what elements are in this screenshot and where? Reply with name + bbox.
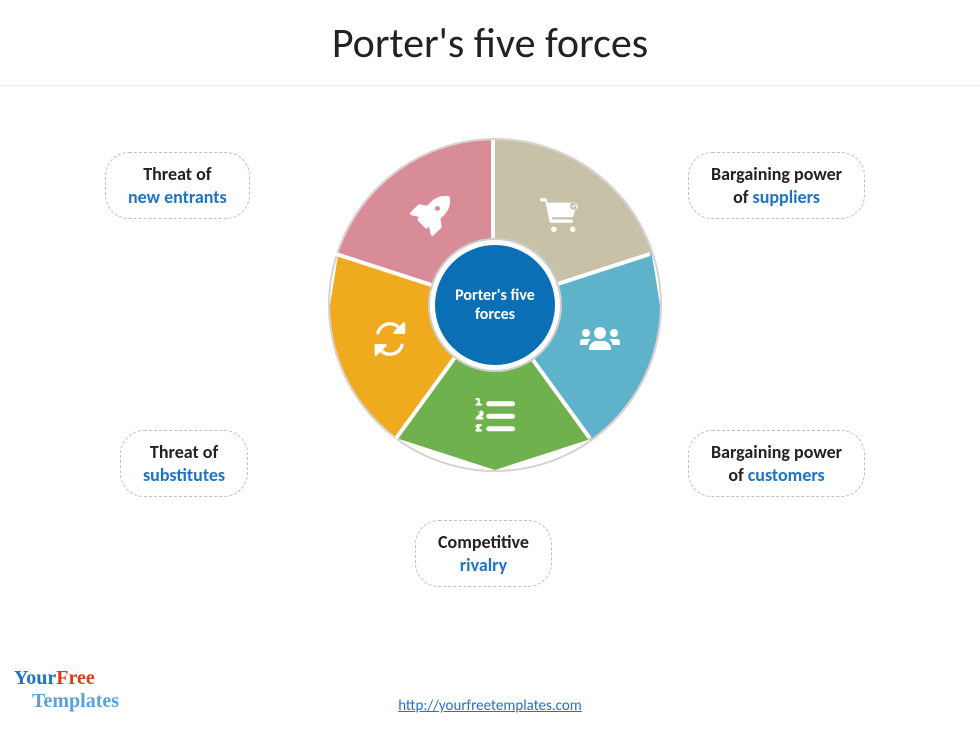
text-hl: rivalry	[460, 554, 507, 576]
center-text: Porter's five forces	[441, 286, 549, 324]
text: Bargaining power	[711, 163, 842, 185]
refresh-icon	[368, 317, 412, 361]
label-new-entrants: Threat of new entrants	[105, 152, 250, 219]
rocket-icon	[408, 194, 452, 238]
text: Competitive	[438, 531, 529, 553]
center-label: Porter's five forces	[435, 245, 555, 365]
label-suppliers: Bargaining power of suppliers	[688, 152, 865, 219]
label-customers: Bargaining power of customers	[688, 430, 865, 497]
text-hl: customers	[748, 464, 825, 486]
list-ol-icon	[473, 393, 517, 437]
text: Bargaining power	[711, 441, 842, 463]
text: Threat of	[150, 441, 218, 463]
label-rivalry: Competitive rivalry	[415, 520, 552, 587]
five-forces-donut: Porter's five forces	[330, 140, 660, 470]
diagram-stage: Porter's five forces Threat of new entra…	[0, 100, 980, 720]
logo-your: Your	[14, 667, 56, 689]
cart-check-icon	[538, 194, 582, 238]
text: Threat of	[143, 163, 211, 185]
label-substitutes: Threat of substitutes	[120, 430, 248, 497]
users-icon	[578, 317, 622, 361]
source-link[interactable]: http://yourfreetemplates.com	[398, 697, 582, 715]
text-hl: new entrants	[128, 186, 227, 208]
text: of	[733, 186, 752, 208]
page-title: Porter's five forces	[0, 0, 980, 86]
source-link-line: http://yourfreetemplates.com	[0, 697, 980, 715]
text-hl: substitutes	[143, 464, 225, 486]
text-hl: suppliers	[753, 186, 820, 208]
logo-free: Free	[56, 667, 95, 689]
text: of	[728, 464, 747, 486]
